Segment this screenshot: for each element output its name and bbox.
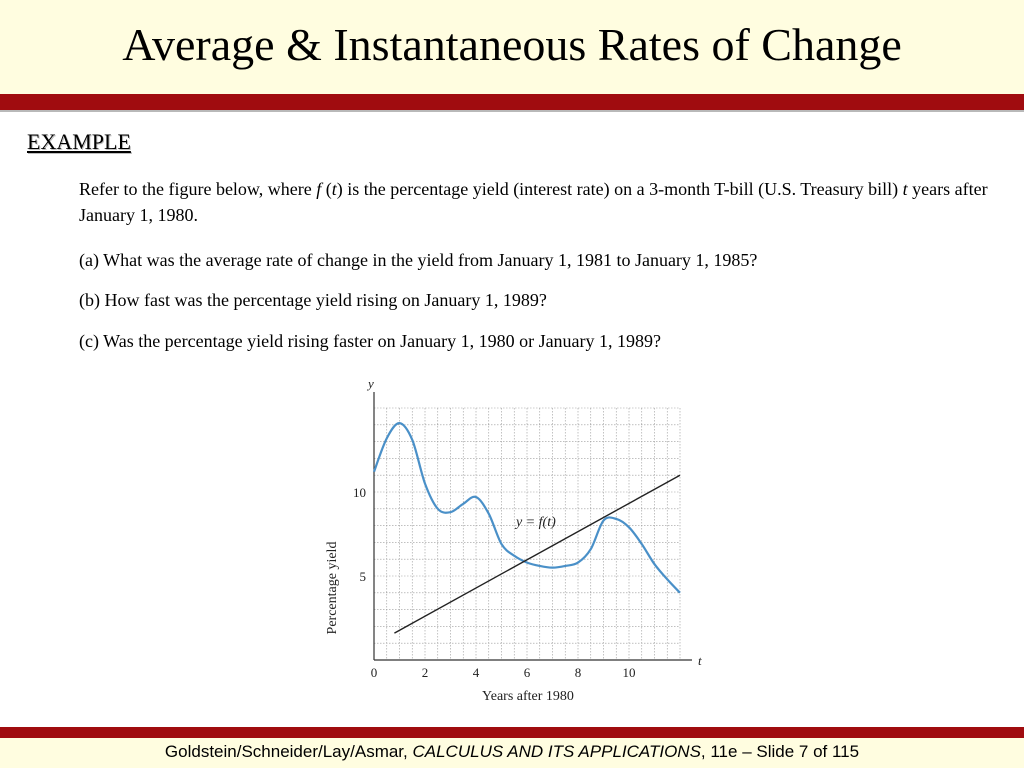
question-c: (c) Was the percentage yield rising fast… [79,331,662,351]
intro-text-b: ( [321,179,332,199]
variable-t-2: t [902,179,908,199]
footer-authors: Goldstein/Schneider/Lay/Asmar, [164,742,413,761]
footer-slide-info: , 11e – Slide 7 of 115 [700,742,860,761]
tick-labels: 0 2 4 6 8 10 5 10 [353,485,636,680]
x-axis-label: Years after 1980 [482,689,574,704]
y-axis-label: Percentage yield [325,542,340,635]
tangent-line [394,474,681,634]
x-tick-label: 6 [524,665,531,680]
yield-curve-line [372,422,681,594]
x-tick-label: 8 [575,665,582,680]
footer-book-title: CALCULUS AND ITS APPLICATIONS [412,742,701,761]
series-group [372,422,681,634]
axes [373,392,692,661]
title-bar [0,0,1024,94]
title-divider-shadow [0,110,1024,112]
variable-t: t [331,179,337,199]
intro-text-c: ) is the percentage yield (interest rate… [336,179,903,199]
y-tick-label: 10 [353,485,366,500]
x-axis-symbol: t [698,653,702,668]
footer-divider [0,727,1024,738]
question-b: (b) How fast was the percentage yield ri… [79,290,547,310]
curve-label: y = f(t) [514,515,556,530]
intro-text-d: years after January 1, 1980. [79,179,988,225]
x-tick-label: 10 [623,665,636,680]
function-f: f [316,179,322,199]
footer-bar [0,738,1024,768]
slide-title: Average & Instantaneous Rates of Change [122,19,902,70]
grid-lines [374,407,681,660]
y-axis-symbol: y [366,376,374,391]
title-divider [0,94,1024,110]
y-tick-label: 5 [360,569,367,584]
x-tick-label: 2 [422,665,429,680]
yield-chart: 0 2 4 6 8 10 5 10 Percentage yield Years after … [325,376,702,704]
problem-intro: Refer to the figure below, where f (t) i… [79,176,1009,228]
question-a: (a) What was the average rate of change … [79,250,758,270]
x-tick-label: 0 [371,665,378,680]
x-tick-label: 4 [473,665,480,680]
footer-citation: Goldstein/Schneider/Lay/Asmar, CALCULUS … [0,742,1024,762]
example-heading: EXAMPLE [27,129,131,154]
intro-text-a: Refer to the figure below, where [79,179,317,199]
